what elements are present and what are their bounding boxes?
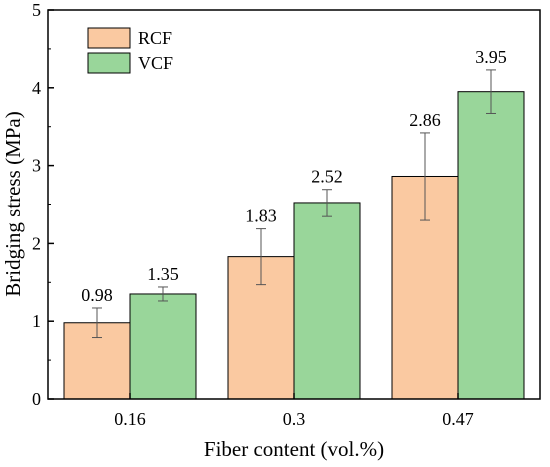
y-tick-label: 4 — [32, 78, 41, 98]
y-tick-label: 2 — [32, 233, 41, 253]
legend-swatch-vcf — [87, 52, 131, 74]
legend-label-vcf: VCF — [138, 53, 173, 73]
legend-swatch-rcf — [87, 27, 131, 49]
bar-vcf-0 — [129, 293, 197, 400]
ticks-layer: 0 1 2 3 4 5 0.16 0.3 0.47 — [32, 0, 474, 429]
data-labels-layer: 0.98 1.83 2.86 1.35 2.52 3.95 — [81, 47, 507, 305]
data-label-rcf-0: 0.98 — [81, 285, 113, 305]
x-tick-label: 0.16 — [114, 409, 146, 429]
data-label-vcf-0: 1.35 — [147, 264, 179, 284]
y-tick-label: 3 — [32, 156, 41, 176]
y-tick-label: 1 — [32, 311, 41, 331]
y-tick-label: 5 — [32, 0, 41, 20]
bar-vcf-1 — [293, 202, 361, 400]
data-label-vcf-1: 2.52 — [311, 167, 343, 187]
y-tick-label: 0 — [32, 389, 41, 409]
x-axis-title: Fiber content (vol.%) — [204, 437, 384, 461]
y-axis-title: Bridging stress (MPa) — [1, 111, 25, 297]
data-label-rcf-2: 2.86 — [409, 110, 441, 130]
x-tick-label: 0.47 — [442, 409, 474, 429]
bar-vcf-2 — [457, 91, 525, 400]
data-label-rcf-1: 1.83 — [245, 206, 277, 226]
bars-layer — [63, 69, 525, 400]
x-tick-label: 0.3 — [283, 409, 306, 429]
legend: RCF VCF — [87, 27, 173, 74]
data-label-vcf-2: 3.95 — [475, 47, 507, 67]
legend-label-rcf: RCF — [138, 28, 172, 48]
